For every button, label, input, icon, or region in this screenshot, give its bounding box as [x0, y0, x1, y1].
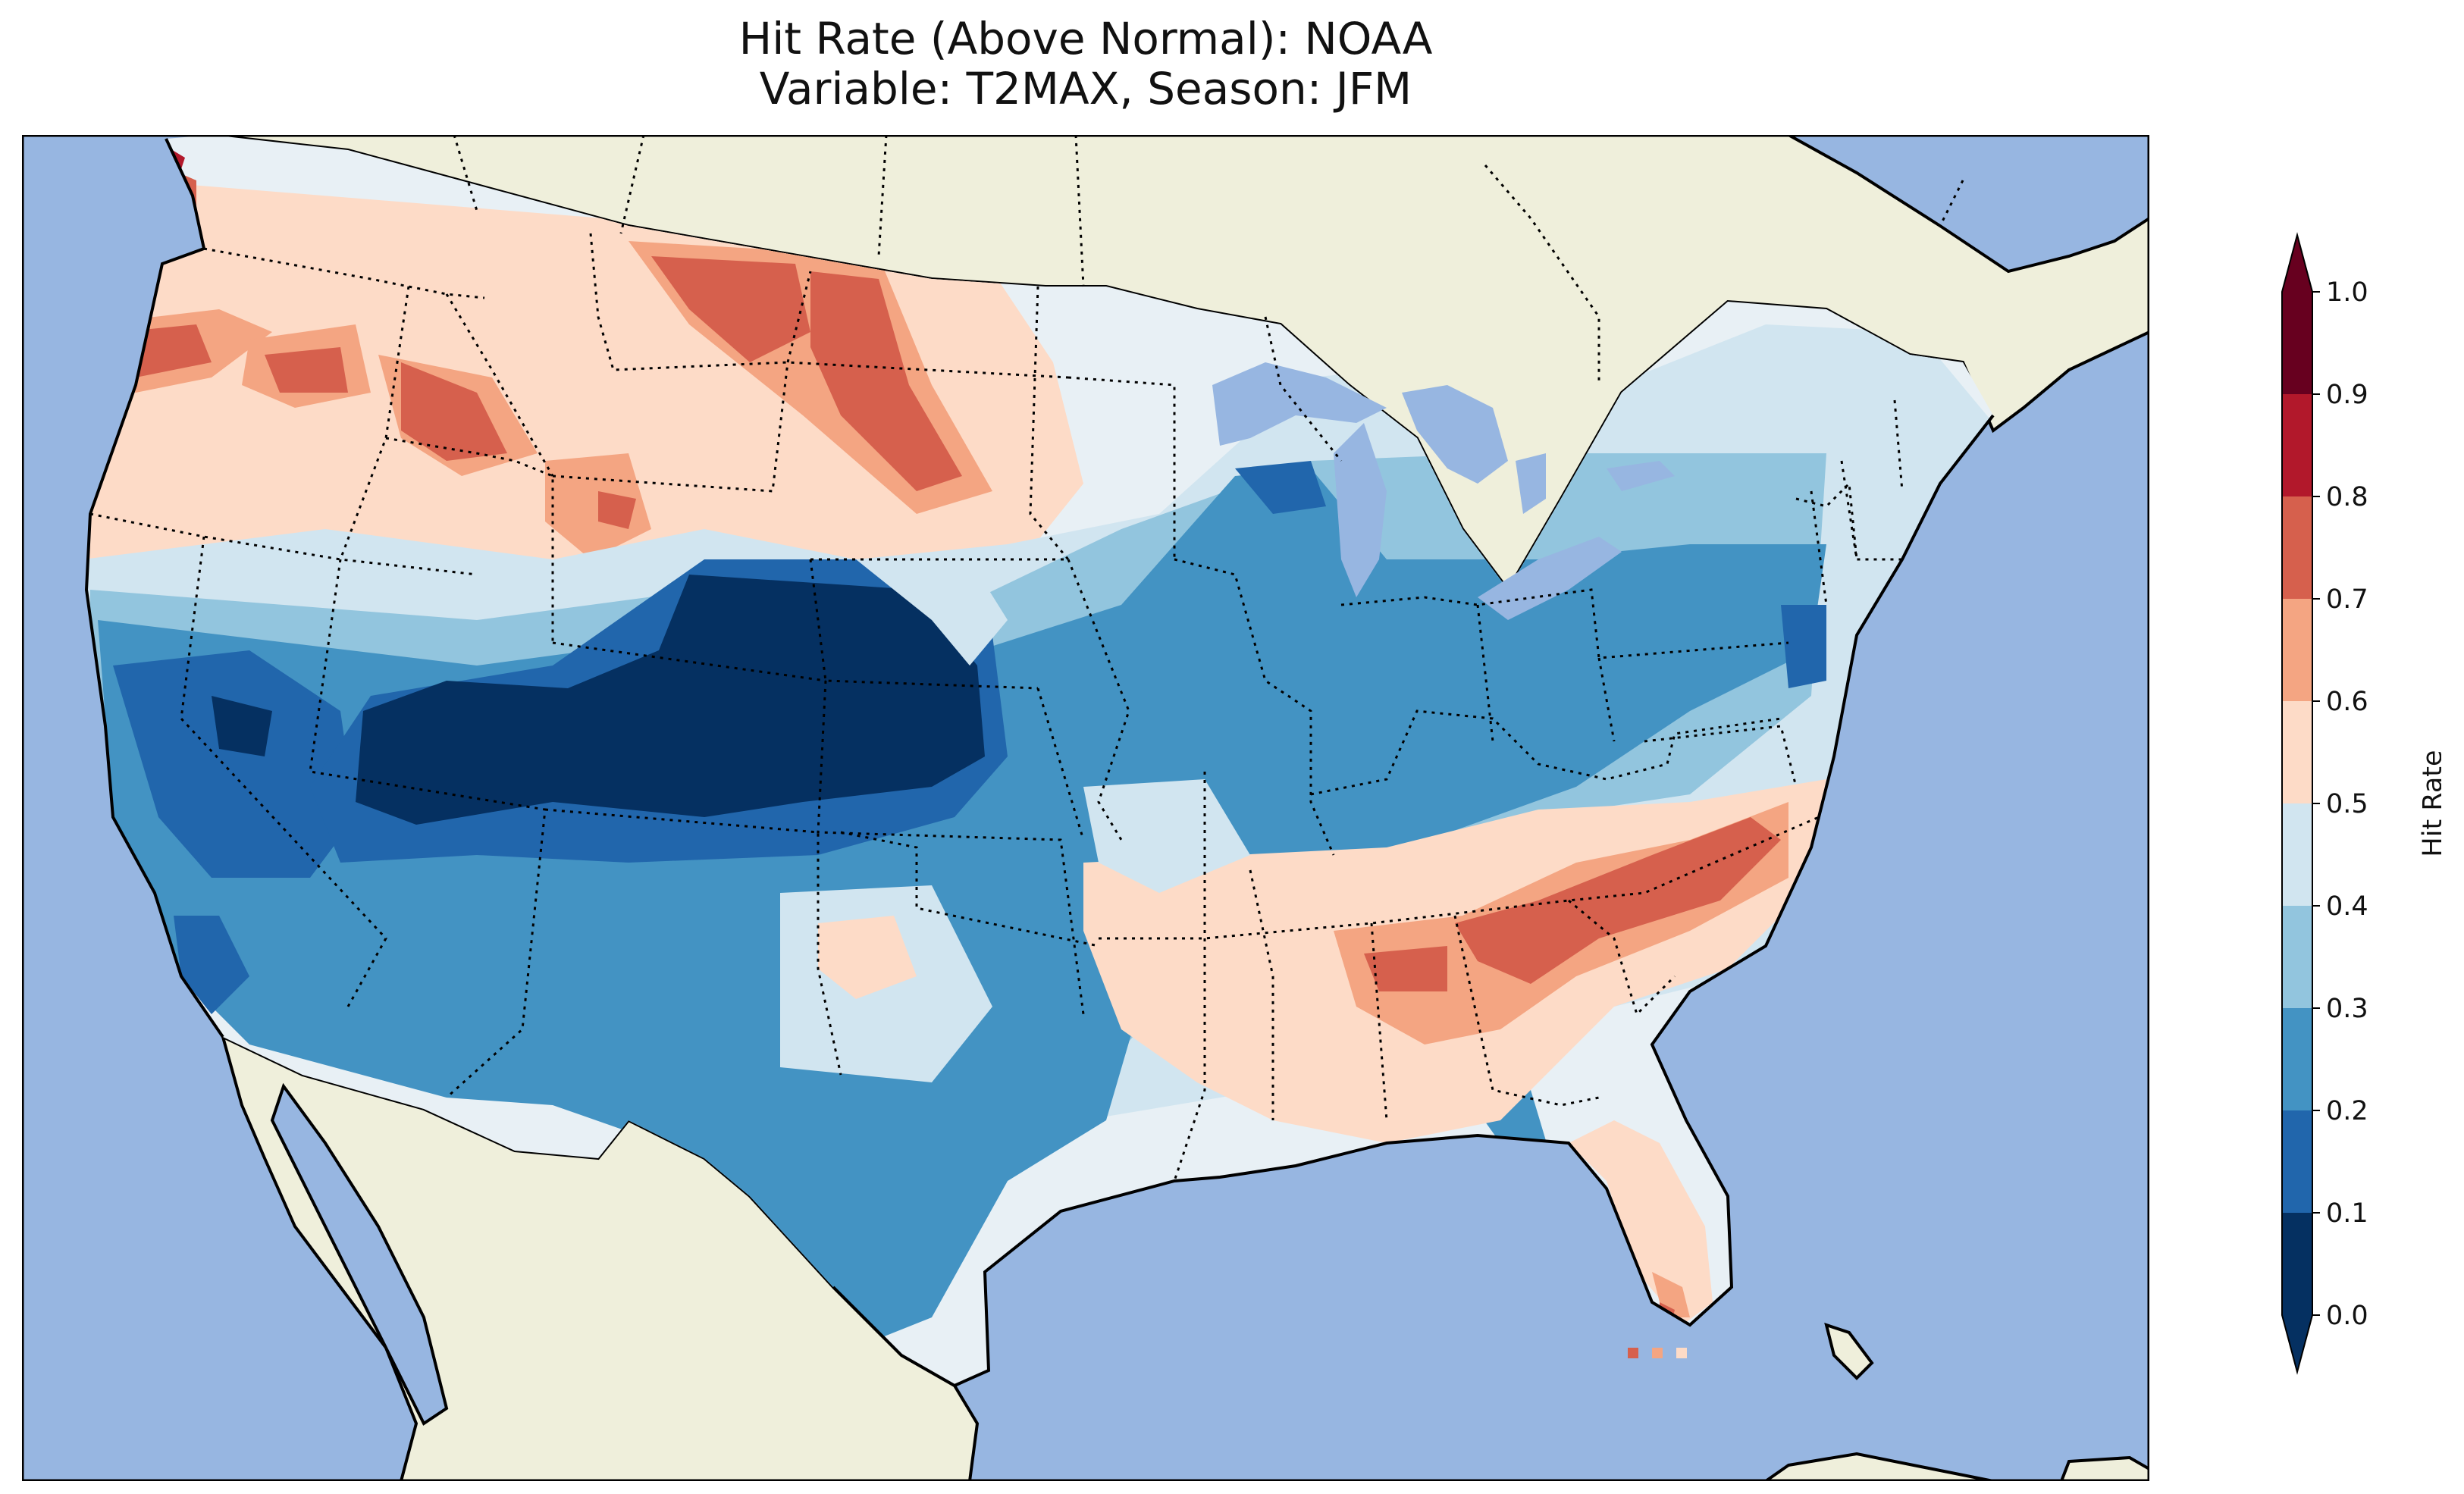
map-panel	[22, 135, 2149, 1481]
great-lakes	[1212, 362, 1675, 620]
caribbean-island	[2059, 1455, 2149, 1481]
colorbar-tick-label: 0.1	[2326, 1198, 2368, 1229]
map-title: Hit Rate (Above Normal): NOAA Variable: …	[22, 14, 2149, 114]
colorbar-segment	[2282, 599, 2312, 701]
cuba-land	[1763, 1452, 1994, 1481]
colorbar-segments	[2281, 232, 2313, 1375]
colorbar-tick-label: 1.0	[2326, 277, 2368, 308]
colorbar-tick-label: 0.0	[2326, 1301, 2368, 1331]
colorbar-ticks: 0.0 0.1 0.2 0.3 0.4 0.5 0.6 0.7 0.8 0.9 1.0	[2312, 277, 2368, 1331]
colorbar-segment	[2282, 394, 2312, 496]
keys-cell	[1676, 1348, 1687, 1358]
colorbar-segment	[2282, 1008, 2312, 1110]
colorbar-tick-label: 0.6	[2326, 687, 2368, 717]
colorbar-segment	[2282, 803, 2312, 906]
colorbar-extend-max	[2282, 235, 2312, 292]
colorbar-segment	[2282, 496, 2312, 599]
colorbar-segment	[2282, 701, 2312, 803]
colorbar: 0.0 0.1 0.2 0.3 0.4 0.5 0.6 0.7 0.8 0.9 1.0 Hit Ra…	[2281, 232, 2441, 1375]
colorbar-segment	[2282, 292, 2312, 394]
state-borders	[89, 233, 1904, 1182]
hit-rate-field	[86, 146, 1993, 1348]
bahamas-island	[1824, 1322, 1874, 1380]
colorbar-extend-min	[2282, 1315, 2312, 1372]
colorbar-segment	[2282, 906, 2312, 1008]
us-coastline	[84, 138, 1995, 1388]
title-line-2: Variable: T2MAX, Season: JFM	[759, 63, 1412, 114]
colorbar-tick-label: 0.8	[2326, 482, 2368, 512]
province-borders	[453, 135, 1964, 385]
colorbar-segment	[2282, 1213, 2312, 1315]
colorbar-tick-label: 0.3	[2326, 994, 2368, 1024]
map-frame	[22, 135, 2149, 1481]
keys-cell	[1628, 1348, 1638, 1358]
colorbar-tick-label: 0.9	[2326, 380, 2368, 410]
colorbar-tick-label: 0.4	[2326, 891, 2368, 922]
gulf-of-california	[270, 1082, 449, 1426]
keys-cell	[1652, 1348, 1663, 1358]
colorbar-segment	[2282, 1110, 2312, 1213]
colorbar-tick-label: 0.5	[2326, 789, 2368, 819]
colorbar-tick-label: 0.2	[2326, 1096, 2368, 1126]
title-line-1: Hit Rate (Above Normal): NOAA	[738, 13, 1433, 64]
colorbar-label: Hit Rate	[2418, 750, 2441, 857]
colorbar-tick-label: 0.7	[2326, 584, 2368, 615]
